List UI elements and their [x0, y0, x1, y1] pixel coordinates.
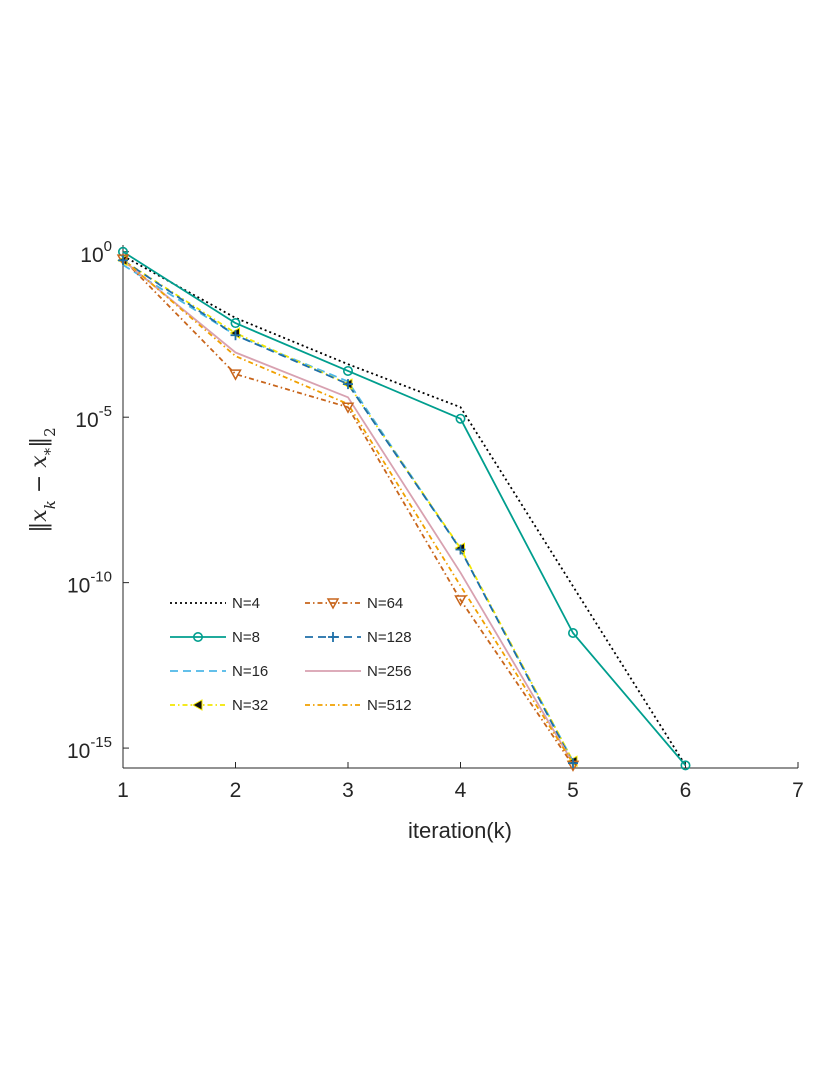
legend-marker	[328, 632, 338, 642]
x-tick-label: 4	[455, 779, 467, 802]
series-line-N=4	[122, 255, 687, 766]
x-tick-label: 6	[680, 779, 692, 802]
data-point-N=8	[342, 365, 353, 376]
legend-item-N=32: N=32	[170, 697, 268, 714]
data-point-N=8	[230, 318, 241, 329]
legend-item-N=4: N=4	[170, 595, 260, 612]
legend-item-N=256: N=256	[305, 663, 412, 680]
data-point-N=8	[567, 628, 578, 639]
data-point-N=128	[343, 379, 353, 390]
legend-marker	[326, 598, 340, 610]
legend-item-N=512: N=512	[305, 697, 412, 714]
series-line-N=32	[122, 259, 574, 762]
data-point-N=128	[118, 255, 128, 266]
x-tick-label: 7	[792, 779, 804, 802]
data-point-N=64	[454, 595, 467, 607]
x-tick-label: 5	[567, 779, 579, 802]
series-lines	[122, 251, 687, 766]
legend-marker	[191, 699, 203, 711]
series-line-N=256	[122, 259, 574, 764]
legend-label: N=8	[232, 629, 260, 646]
legend-item-N=8: N=8	[170, 629, 260, 646]
axes: 1 2 3 4 5 6 7 100 10-5 10-10 10-15	[67, 238, 804, 802]
legend-label: N=128	[367, 629, 412, 646]
data-point-N=64	[229, 369, 242, 381]
series-line-N=128	[122, 259, 574, 764]
legend-label: N=4	[232, 595, 260, 612]
data-point-N=128	[230, 330, 241, 341]
legend-label: N=512	[367, 697, 412, 714]
x-tick-label: 1	[117, 779, 129, 802]
x-tick-label: 2	[230, 779, 242, 802]
y-tick-label: 10-15	[67, 734, 112, 763]
data-point-N=8	[680, 760, 691, 771]
legend-label: N=256	[367, 663, 412, 680]
y-tick-label: 100	[80, 238, 112, 267]
legend: N=4 N=8 N=16 N=32 N=64 N=128 N=256 N=512	[170, 595, 412, 714]
y-tick-label: 10-10	[67, 569, 112, 598]
legend-label: N=64	[367, 595, 403, 612]
series-line-N=64	[122, 258, 574, 766]
data-point-N=8	[455, 413, 466, 424]
legend-label: N=16	[232, 663, 268, 680]
x-axis-label: iteration(k)	[408, 818, 512, 843]
data-point-N=128	[568, 758, 578, 769]
data-point-N=128	[455, 544, 466, 555]
y-tick-label: 10-5	[75, 403, 112, 432]
legend-item-N=128: N=128	[305, 629, 412, 646]
legend-marker	[193, 631, 204, 642]
x-tick-label: 3	[342, 779, 354, 802]
series-line-N=8	[122, 251, 687, 766]
series-line-N=512	[122, 258, 574, 764]
y-axis-label: ‖xk − x*‖2	[27, 427, 59, 532]
legend-item-N=16: N=16	[170, 663, 268, 680]
series-markers	[116, 246, 691, 772]
legend-item-N=64: N=64	[305, 595, 403, 612]
legend-label: N=32	[232, 697, 268, 714]
series-line-N=16	[122, 264, 574, 762]
data-point-N=64	[341, 402, 355, 414]
